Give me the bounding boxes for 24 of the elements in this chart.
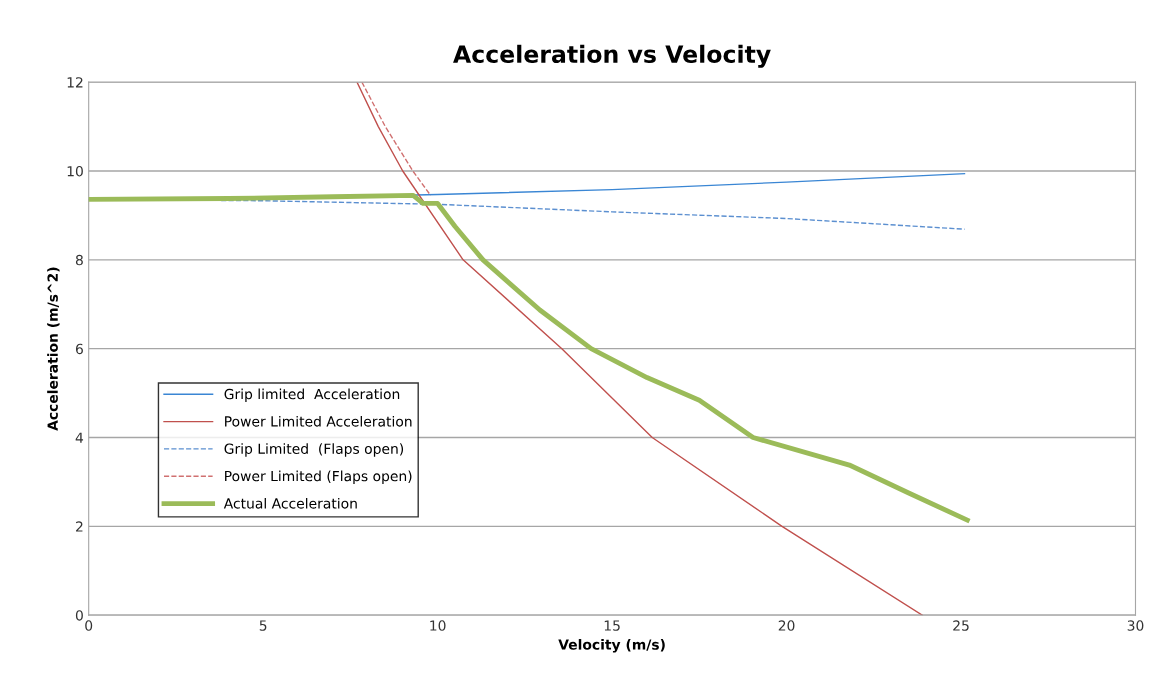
y-tick-label: 10 bbox=[67, 165, 83, 177]
x-tick-label: 10 bbox=[430, 620, 446, 631]
y-tick-label: 6 bbox=[75, 343, 83, 355]
line-series bbox=[88, 192, 970, 523]
legend-label: Grip limited Acceleration bbox=[224, 388, 400, 402]
y-tick-label: 0 bbox=[75, 610, 83, 621]
x-tick-label: 30 bbox=[1127, 620, 1144, 631]
x-tick-label: 15 bbox=[604, 620, 620, 631]
y-tick-label: 2 bbox=[76, 521, 83, 532]
legend-label: Power Limited Acceleration bbox=[225, 415, 412, 427]
x-axis-title: Velocity (m/s) bbox=[558, 639, 665, 653]
legend-label: Grip Limited (Flaps open) bbox=[224, 443, 404, 457]
line-series bbox=[361, 82, 432, 197]
x-tick-label: 0 bbox=[85, 620, 93, 631]
legend-label: Actual Acceleration bbox=[223, 497, 357, 509]
y-tick-label: 4 bbox=[75, 432, 84, 443]
chart-title: Acceleration vs Velocity bbox=[453, 44, 771, 68]
y-tick-label: 8 bbox=[75, 254, 83, 266]
y-axis-title: Acceleration (m/s^2) bbox=[47, 267, 60, 431]
x-tick-label: 5 bbox=[259, 620, 267, 631]
x-tick-label: 25 bbox=[953, 620, 969, 631]
x-tick-label: 20 bbox=[778, 620, 795, 631]
y-tick-label: 12 bbox=[67, 77, 83, 88]
legend-label: Power Limited (Flaps open) bbox=[225, 470, 412, 484]
